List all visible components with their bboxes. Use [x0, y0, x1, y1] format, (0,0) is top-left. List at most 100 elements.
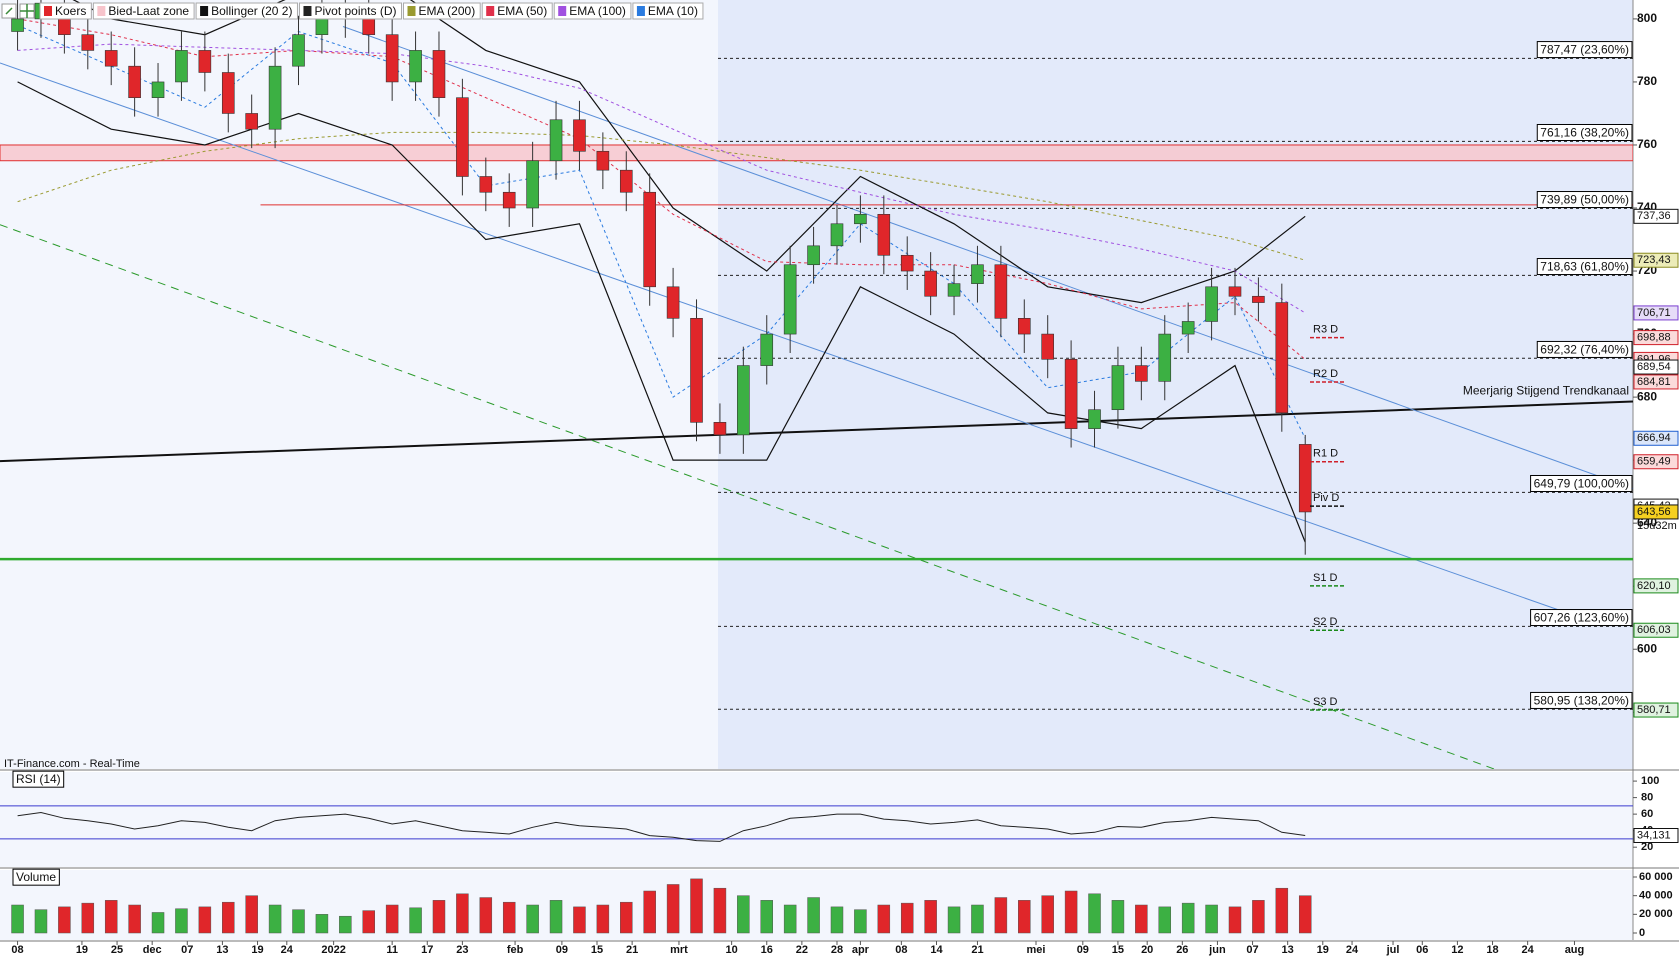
fib-label: 718,63 (61,80%) [1540, 260, 1629, 274]
candle-body [830, 223, 844, 247]
volume-bar [198, 906, 212, 934]
legend-item-bg [195, 2, 298, 20]
volume-bar [830, 906, 844, 934]
legend-swatch [97, 6, 106, 16]
candle-body [619, 169, 633, 193]
candle-body [1205, 286, 1218, 322]
volume-bar [854, 909, 867, 934]
volume-bar [339, 915, 352, 934]
price-tag [1633, 702, 1679, 718]
x-tick-label: 28 [831, 944, 843, 956]
volume-bar [1018, 900, 1031, 934]
bollinger-lower [17, 81, 1306, 543]
y-tick-label: 40 000 [1639, 890, 1673, 902]
legend-label: EMA (10) [648, 4, 698, 18]
volume-bar [1205, 904, 1218, 934]
pivot-label: R1 D [1313, 448, 1338, 460]
x-tick-label: 07 [181, 944, 193, 956]
volume-bar [690, 878, 703, 934]
candle-body [900, 254, 914, 272]
price-tag-label: 620,10 [1637, 580, 1671, 592]
volume-bar [128, 904, 141, 934]
candle-body [1275, 302, 1289, 414]
price-tag-label: 706,71 [1637, 307, 1671, 319]
legend-item-bg [298, 2, 402, 20]
fib-label-box [1536, 340, 1633, 358]
volume-bar [1041, 895, 1054, 934]
volume-bar [737, 895, 750, 934]
legend-item-bg [39, 2, 92, 20]
candle-body [151, 81, 165, 99]
fib-label: 739,89 (50,00%) [1540, 193, 1629, 207]
candle-body [643, 191, 656, 288]
price-tag [1633, 578, 1679, 594]
x-tick-label: 11 [386, 944, 398, 956]
price-tag-label: 689,54 [1637, 361, 1671, 373]
price-tag-label: 723,43 [1637, 254, 1671, 266]
x-tick-label: 14 [930, 944, 943, 956]
candle-body [432, 50, 446, 99]
trend-line [342, 26, 1633, 489]
volume-bar [807, 897, 820, 934]
x-tick-label: 19 [1317, 944, 1329, 956]
ema-line [17, 24, 1306, 439]
legend-label: Bied-Laat zone [108, 4, 189, 18]
candle-body [315, 18, 329, 35]
x-tick-label: 09 [556, 944, 568, 956]
fib-label-box [1530, 691, 1633, 709]
x-tick-label: mei [1027, 944, 1046, 956]
volume-bar [573, 906, 586, 934]
legend-item-bg [92, 2, 195, 20]
rsi-tag-label: 34,131 [1637, 829, 1671, 841]
y-tick-label: 60 000 [1639, 871, 1673, 883]
fib-label-box [1536, 41, 1633, 59]
volume-bar [362, 910, 375, 934]
pivot-label: Piv D [1313, 492, 1339, 504]
volume-bar [315, 914, 329, 934]
legend-swatch [558, 6, 567, 16]
time-label: 15u32m [1637, 520, 1677, 532]
y-tick-label: 780 [1637, 74, 1657, 88]
x-tick-label: 19 [76, 944, 88, 956]
toolbar-icon [5, 4, 34, 18]
volume-bar [1228, 906, 1242, 934]
x-tick-label: 08 [895, 944, 907, 956]
y-tick-label: 0 [1639, 927, 1645, 939]
candle-body [971, 264, 984, 284]
candle-body [994, 264, 1008, 319]
candle-body [128, 65, 141, 99]
price-tag [1633, 430, 1679, 446]
annotations: 580600620640660680700720740760780800787,… [11, 11, 1679, 956]
rsi-line [17, 811, 1306, 842]
price-tag [1633, 374, 1679, 390]
x-tick-label: 06 [1416, 944, 1428, 956]
candle-body [526, 160, 539, 209]
y-tick-label: 680 [1637, 389, 1657, 403]
candle-body [947, 283, 961, 297]
x-tick-label: 15 [1112, 944, 1124, 956]
candle-body [690, 318, 703, 423]
legend-swatch [44, 6, 52, 16]
candle-body [104, 50, 118, 67]
candle-body [479, 176, 493, 193]
price-tag [1633, 454, 1679, 470]
volume-bar [900, 902, 914, 934]
volume-bar [713, 887, 727, 934]
x-tick-label: 20 [1141, 944, 1153, 956]
volume-bar [81, 902, 95, 934]
x-tick-label: aug [1565, 944, 1585, 956]
candle-body [409, 50, 422, 83]
panel-title: RSI (14) [16, 772, 61, 786]
projection-area [718, 0, 1633, 769]
price-tag [1633, 622, 1679, 638]
x-tick-label: 17 [421, 944, 433, 956]
x-tick-label: 26 [1176, 944, 1188, 956]
fib-label-box [1536, 191, 1633, 209]
legend-label: Koers [55, 4, 86, 18]
x-tick-label: 09 [1077, 944, 1089, 956]
rsi-tag [1633, 828, 1679, 844]
panel-title: Volume [16, 870, 56, 884]
price-tag-label: 580,71 [1637, 704, 1671, 716]
candle-body [877, 214, 891, 256]
